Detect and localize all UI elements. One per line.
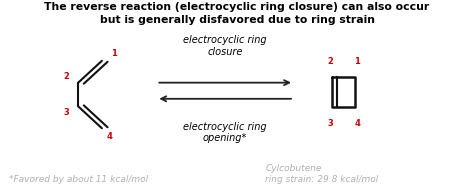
Text: electrocyclic ring
opening*: electrocyclic ring opening* — [183, 122, 267, 143]
Text: 3: 3 — [327, 119, 333, 128]
Text: electrocyclic ring
closure: electrocyclic ring closure — [183, 35, 267, 57]
Text: 2: 2 — [327, 57, 333, 66]
Text: 1: 1 — [111, 49, 117, 58]
Text: 3: 3 — [64, 108, 70, 117]
Text: 2: 2 — [64, 72, 70, 81]
Text: Cylcobutene
ring strain: 29.8 kcal/mol: Cylcobutene ring strain: 29.8 kcal/mol — [265, 164, 379, 184]
Text: 4: 4 — [107, 132, 112, 141]
Text: *Favored by about 11 kcal/mol: *Favored by about 11 kcal/mol — [9, 175, 149, 184]
Text: 4: 4 — [355, 119, 360, 128]
Text: The reverse reaction (electrocyclic ring closure) can also occur
but is generall: The reverse reaction (electrocyclic ring… — [45, 2, 429, 25]
Text: 1: 1 — [355, 57, 360, 66]
